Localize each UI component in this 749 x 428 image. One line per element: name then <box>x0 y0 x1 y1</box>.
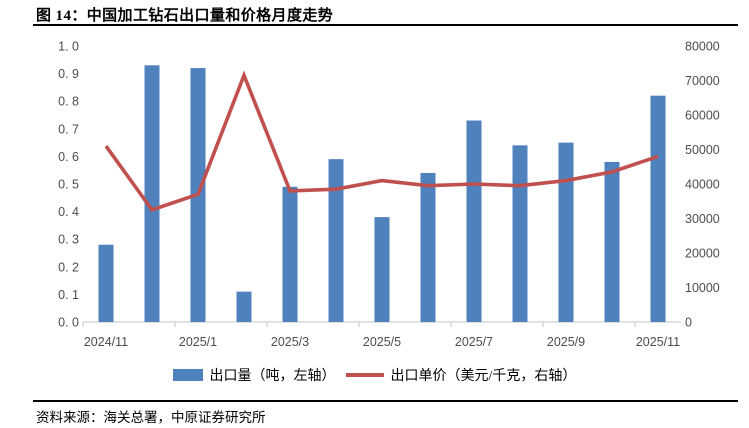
x-axis-label: 2025/1 <box>179 335 217 349</box>
left-axis-label: 0. 0 <box>58 316 79 330</box>
figure-title: 图 14：中国加工钻石出口量和价格月度走势 <box>36 8 334 24</box>
right-axis-label: 50000 <box>685 143 720 157</box>
volume-bar-swatch <box>172 369 203 381</box>
x-axis-label: 2025/5 <box>363 335 401 349</box>
source-note: 资料来源：海关总署，中原证券研究所 <box>36 410 266 425</box>
left-axis-label: 0. 9 <box>58 67 79 81</box>
volume-bar-2025/10 <box>604 161 620 322</box>
left-axis-label: 0. 2 <box>58 260 79 274</box>
volume-bar-2025/2 <box>236 291 252 322</box>
volume-bar-2025/5 <box>374 217 390 322</box>
left-axis-label: 0. 6 <box>58 150 79 164</box>
left-axis-label: 0. 3 <box>58 233 79 247</box>
volume-bar-2025/11 <box>650 95 666 323</box>
left-axis-label: 0. 1 <box>58 288 79 302</box>
legend-label-volume: 出口量（吨，左轴） <box>209 369 336 384</box>
legend-label-price: 出口单价（美元/千克，右轴） <box>390 369 577 384</box>
right-axis-label: 40000 <box>685 178 720 192</box>
left-axis-label: 0. 4 <box>58 205 79 219</box>
left-axis-label: 0. 5 <box>58 178 79 192</box>
left-axis-label: 0. 8 <box>58 95 79 109</box>
x-axis-label: 2025/9 <box>547 335 585 349</box>
volume-bar-2024/11 <box>98 244 114 322</box>
volume-bar-2025/9 <box>558 142 574 322</box>
right-axis-label: 30000 <box>685 212 720 226</box>
right-axis-label: 70000 <box>685 74 720 88</box>
left-axis-label: 0. 7 <box>58 122 79 136</box>
volume-bar-2024/12 <box>144 65 160 322</box>
right-axis-label: 10000 <box>685 281 720 295</box>
right-axis-label: 20000 <box>685 247 720 261</box>
price-line-swatch <box>345 373 384 377</box>
x-axis-label: 2024/11 <box>84 335 128 349</box>
left-axis-label: 1. 0 <box>58 40 79 54</box>
title-divider <box>33 24 738 26</box>
chart-legend: 出口量（吨，左轴） 出口单价（美元/千克，右轴） <box>0 365 749 385</box>
volume-bar-2025/3 <box>282 186 298 322</box>
legend-item-volume: 出口量（吨，左轴） <box>172 365 336 385</box>
volume-bar-2025/6 <box>420 172 436 322</box>
right-axis-label: 60000 <box>685 109 720 123</box>
volume-bar-2025/7 <box>466 120 482 323</box>
footer-divider <box>33 400 738 402</box>
right-axis-label: 80000 <box>685 40 720 54</box>
volume-bar-2025/8 <box>512 145 528 322</box>
x-axis-label: 2025/7 <box>455 335 493 349</box>
right-axis-label: 0 <box>685 316 692 330</box>
volume-bar-2025/4 <box>328 159 344 322</box>
x-axis-label: 2025/3 <box>271 335 309 349</box>
price-line <box>104 70 659 213</box>
legend-item-price: 出口单价（美元/千克，右轴） <box>345 365 577 385</box>
x-axis-label: 2025/11 <box>636 335 680 349</box>
